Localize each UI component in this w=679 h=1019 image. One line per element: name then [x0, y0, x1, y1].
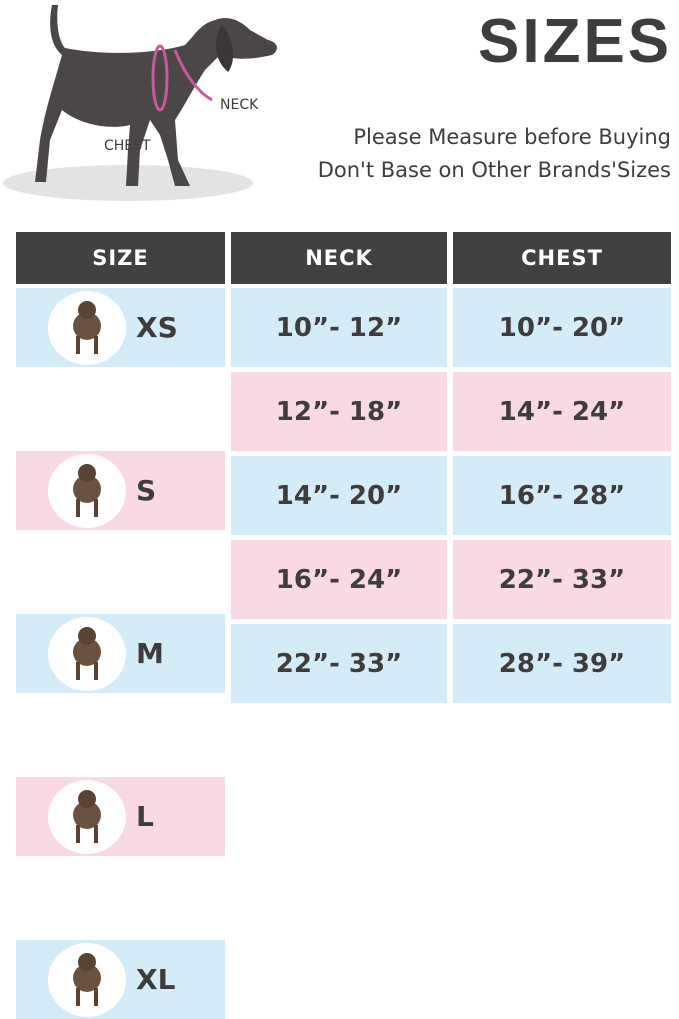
table-row: XS 10”- 12” 10”- 20”	[0, 0, 679, 367]
size-label: M	[136, 637, 164, 670]
size-label: L	[136, 800, 154, 833]
dog-silhouette-icon	[3, 5, 277, 201]
column-header-chest: CHEST	[453, 232, 671, 284]
table-row: M 14”- 20” 16”- 28”	[0, 158, 679, 693]
dog-photo-circle	[48, 780, 126, 854]
chest-cell: 14”- 24”	[453, 372, 671, 451]
page-title: SIZES	[478, 7, 673, 76]
labrador-photo-icon	[73, 790, 101, 843]
size-cell: XS	[16, 288, 225, 367]
shiba-inu-photo-icon	[73, 627, 101, 680]
size-cell: S	[16, 451, 225, 530]
table-row: S 12”- 18” 14”- 24”	[0, 79, 679, 530]
size-cell: M	[16, 614, 225, 693]
dog-photo-circle	[48, 291, 126, 365]
dog-photo-circle	[48, 454, 126, 528]
neck-cell: 16”- 24”	[231, 540, 447, 619]
chest-cell: 10”- 20”	[453, 288, 671, 367]
size-label: S	[136, 474, 157, 507]
size-cell: XL	[16, 940, 225, 1019]
dog-photo-circle	[48, 617, 126, 691]
beagle-photo-icon	[73, 464, 101, 517]
neck-cell: 22”- 33”	[231, 624, 447, 703]
neck-cell: 12”- 18”	[231, 372, 447, 451]
size-cell: L	[16, 777, 225, 856]
size-label: XS	[136, 311, 178, 344]
neck-label: NECK	[220, 97, 259, 113]
chest-cell: 22”- 33”	[453, 540, 671, 619]
great-dane-photo-icon	[73, 953, 101, 1006]
subtitle-line-1: Please Measure before Buying	[353, 125, 671, 149]
column-header-size: SIZE	[16, 232, 225, 284]
chest-cell: 16”- 28”	[453, 456, 671, 535]
column-header-neck: NECK	[231, 232, 447, 284]
chihuahua-photo-icon	[73, 301, 101, 354]
neck-cell: 14”- 20”	[231, 456, 447, 535]
dog-diagram	[0, 0, 290, 210]
size-label: XL	[136, 963, 176, 996]
neck-cell: 10”- 12”	[231, 288, 447, 367]
dog-photo-circle	[48, 943, 126, 1017]
chest-cell: 28”- 39”	[453, 624, 671, 703]
chest-label: CHEST	[104, 138, 151, 154]
subtitle-line-2: Don't Base on Other Brands'Sizes	[317, 158, 671, 182]
